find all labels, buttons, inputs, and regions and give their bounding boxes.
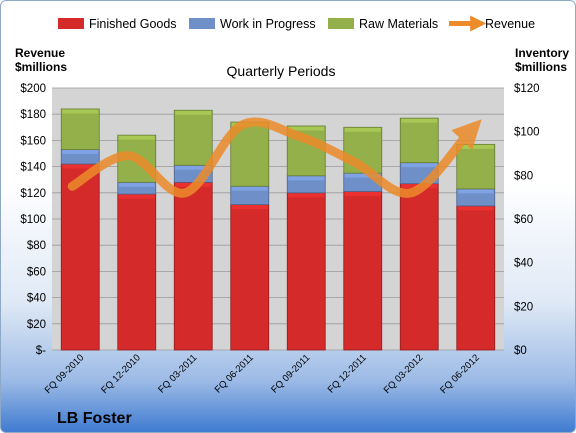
bar-highlight	[344, 173, 381, 178]
left-tick-label: $140	[20, 162, 46, 174]
bar-highlight	[344, 191, 381, 196]
revenue-line	[67, 117, 482, 198]
right-tick-label: $0	[514, 345, 527, 357]
left-tick-label: $200	[20, 83, 46, 95]
bar-highlight	[231, 205, 268, 210]
bar-highlight	[288, 193, 325, 198]
bar-highlight	[62, 164, 99, 169]
right-axis: $0 $20 $40 $60 $80 $100 $120	[514, 83, 540, 357]
bar-raw-materials	[456, 143, 496, 190]
bar-highlight	[62, 109, 99, 114]
x-tick-label: FQ 12-2011	[326, 352, 369, 395]
bar-highlight	[118, 135, 155, 140]
x-tick-label: FQ 12-2010	[99, 352, 143, 396]
legend-item-finished-goods: Finished Goods	[58, 17, 177, 31]
left-axis: $- $20 $40 $60 $80 $100 $120 $140 $160 $180 $200	[20, 83, 46, 357]
right-tick-label: $60	[514, 214, 533, 226]
bar-highlight	[288, 126, 325, 131]
bar-finished-goods	[230, 204, 270, 351]
bar-finished-goods	[456, 205, 496, 351]
left-tick-label: $-	[36, 345, 46, 357]
bar-highlight	[401, 118, 438, 123]
right-tick-label: $100	[514, 127, 540, 139]
bar-finished-goods	[173, 181, 213, 351]
left-tick-label: $180	[20, 109, 46, 121]
right-tick-label: $20	[514, 301, 533, 313]
bar-finished-goods	[399, 183, 439, 351]
bar-highlight	[231, 186, 268, 191]
x-axis: FQ 09-2010 FQ 12-2010 FQ 03-2011 FQ 06-2011…	[43, 352, 482, 396]
x-tick-label: FQ 06-2011	[213, 352, 256, 395]
left-tick-label: $80	[27, 240, 46, 252]
bar-finished-goods	[117, 193, 157, 351]
legend-swatch-work-in-progress	[189, 18, 215, 29]
bar-highlight	[457, 206, 494, 211]
x-tick-label: FQ 09-2010	[43, 352, 87, 396]
right-tick-label: $120	[514, 83, 540, 95]
bar-highlight	[457, 189, 494, 194]
legend-swatch-finished-goods	[58, 18, 84, 29]
revenue-line-path	[67, 117, 482, 198]
bar-highlight	[118, 182, 155, 187]
right-axis-title-line1: Inventory	[515, 46, 569, 60]
legend-label-raw-materials: Raw Materials	[359, 17, 438, 31]
x-tick-label: FQ 06-2012	[438, 352, 482, 396]
legend-swatch-raw-materials	[328, 18, 354, 29]
legend-label-finished-goods: Finished Goods	[89, 17, 177, 31]
company-watermark: LB Foster	[57, 410, 132, 427]
bar-highlight	[118, 194, 155, 199]
legend-item-raw-materials: Raw Materials	[328, 17, 438, 31]
bar-raw-materials	[399, 117, 439, 164]
x-tick-label: FQ 03-2012	[382, 352, 426, 396]
bar-highlight	[175, 165, 212, 170]
legend: Finished Goods Work in Progress Raw Mate…	[58, 15, 535, 32]
right-tick-label: $80	[514, 170, 533, 182]
left-tick-label: $20	[27, 319, 46, 331]
left-tick-label: $160	[20, 135, 46, 147]
legend-item-work-in-progress: Work in Progress	[189, 17, 316, 31]
bar-finished-goods	[343, 191, 383, 351]
right-axis-title-line2: $millions	[515, 60, 567, 74]
legend-item-revenue: Revenue	[449, 15, 535, 32]
legend-label-work-in-progress: Work in Progress	[220, 17, 316, 31]
bar-highlight	[175, 110, 212, 115]
bar-highlight	[344, 127, 381, 132]
bar-finished-goods	[286, 192, 326, 351]
bar-raw-materials	[173, 109, 213, 166]
x-tick-label: FQ 03-2011	[156, 352, 199, 395]
bar-highlight	[288, 176, 325, 181]
right-tick-label: $40	[514, 258, 533, 270]
bar-highlight	[62, 150, 99, 155]
left-axis-title-line2: $millions	[15, 60, 67, 74]
x-tick-label: FQ 09-2011	[269, 352, 312, 395]
chart-title: Quarterly Periods	[227, 63, 336, 79]
bar-highlight	[401, 163, 438, 168]
left-tick-label: $60	[27, 266, 46, 278]
left-tick-label: $40	[27, 293, 46, 305]
left-axis-title-line1: Revenue	[15, 46, 65, 60]
legend-label-revenue: Revenue	[485, 17, 535, 31]
left-tick-label: $100	[20, 214, 46, 226]
left-tick-label: $120	[20, 188, 46, 200]
bar-finished-goods	[60, 163, 100, 351]
bars	[60, 108, 496, 351]
bar-raw-materials	[60, 108, 100, 150]
